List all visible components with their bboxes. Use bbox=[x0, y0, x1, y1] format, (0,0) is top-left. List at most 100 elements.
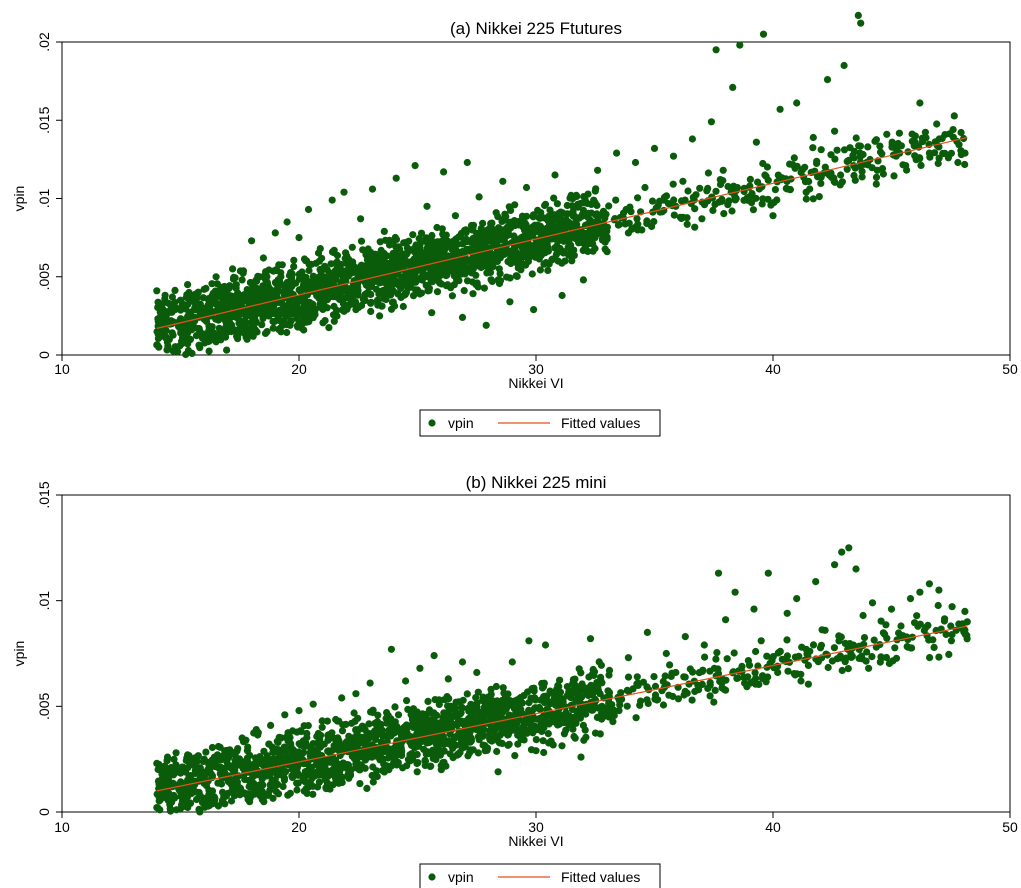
data-point bbox=[239, 325, 247, 333]
data-point bbox=[367, 307, 375, 315]
data-point bbox=[177, 315, 185, 323]
data-point bbox=[225, 754, 233, 762]
data-point bbox=[281, 711, 289, 719]
data-point bbox=[809, 641, 818, 649]
data-point bbox=[277, 328, 285, 336]
data-point bbox=[201, 308, 209, 316]
data-point bbox=[748, 190, 756, 198]
data-point bbox=[326, 757, 334, 765]
data-point bbox=[805, 177, 813, 186]
data-point bbox=[617, 689, 625, 697]
data-point bbox=[311, 748, 319, 756]
data-point bbox=[764, 176, 772, 184]
data-point bbox=[417, 229, 426, 237]
data-point bbox=[482, 321, 490, 329]
data-point bbox=[177, 792, 185, 800]
data-point bbox=[230, 792, 239, 800]
data-point bbox=[378, 302, 386, 310]
data-point bbox=[872, 180, 880, 188]
data-point bbox=[624, 229, 633, 237]
data-point bbox=[516, 698, 524, 706]
data-point bbox=[377, 738, 385, 746]
data-point bbox=[610, 706, 618, 714]
data-point bbox=[634, 194, 642, 202]
data-point bbox=[429, 278, 437, 286]
data-point bbox=[851, 176, 859, 184]
data-point bbox=[451, 212, 459, 220]
data-point bbox=[963, 631, 971, 640]
data-point bbox=[544, 730, 552, 738]
data-point bbox=[365, 720, 373, 728]
data-point bbox=[579, 721, 588, 730]
data-point bbox=[185, 752, 193, 760]
data-point bbox=[546, 206, 554, 214]
data-point bbox=[413, 750, 421, 759]
data-point bbox=[216, 329, 224, 337]
data-point bbox=[508, 658, 516, 666]
data-point bbox=[314, 249, 323, 257]
data-point bbox=[486, 727, 494, 735]
data-point bbox=[714, 669, 723, 678]
data-point bbox=[586, 635, 595, 643]
data-point bbox=[303, 734, 311, 742]
data-point bbox=[771, 186, 780, 194]
data-point bbox=[161, 762, 169, 770]
data-point bbox=[631, 158, 640, 167]
data-point bbox=[254, 787, 262, 795]
data-point bbox=[961, 607, 969, 616]
data-point bbox=[438, 225, 446, 233]
data-point bbox=[338, 748, 346, 757]
data-point bbox=[498, 739, 506, 748]
chart-title: (b) Nikkei 225 mini bbox=[466, 473, 607, 492]
data-point bbox=[600, 213, 609, 221]
data-point bbox=[328, 766, 336, 774]
data-point bbox=[440, 261, 448, 269]
data-point bbox=[278, 306, 286, 314]
data-point bbox=[645, 686, 653, 694]
data-point bbox=[461, 226, 469, 234]
data-point bbox=[253, 328, 261, 336]
legend-label-fitted: Fitted values bbox=[561, 869, 640, 885]
data-point bbox=[171, 306, 179, 314]
data-point bbox=[842, 654, 850, 662]
data-point bbox=[878, 150, 886, 158]
data-point bbox=[544, 266, 552, 275]
data-point bbox=[804, 680, 813, 688]
data-point bbox=[367, 299, 375, 307]
data-point bbox=[445, 695, 453, 703]
data-point bbox=[264, 790, 272, 798]
data-point bbox=[815, 193, 823, 201]
data-point bbox=[916, 99, 924, 107]
data-point bbox=[783, 636, 791, 644]
data-point bbox=[864, 143, 872, 151]
data-point bbox=[532, 736, 540, 744]
data-point bbox=[718, 195, 726, 203]
data-point bbox=[332, 744, 341, 753]
data-point bbox=[680, 673, 688, 681]
data-point bbox=[710, 698, 718, 706]
data-point bbox=[654, 696, 662, 704]
data-point bbox=[368, 185, 377, 193]
data-point bbox=[797, 168, 805, 176]
data-point bbox=[577, 693, 586, 701]
data-point bbox=[256, 781, 264, 789]
data-point bbox=[225, 285, 233, 293]
data-point bbox=[817, 179, 825, 187]
data-point bbox=[472, 694, 480, 702]
data-point bbox=[199, 294, 207, 302]
data-point bbox=[752, 674, 760, 682]
data-point bbox=[394, 711, 403, 719]
data-point bbox=[290, 256, 298, 264]
data-point bbox=[563, 683, 572, 691]
data-point bbox=[304, 767, 312, 775]
data-point bbox=[315, 778, 323, 786]
x-tick-label: 30 bbox=[528, 819, 544, 835]
data-point bbox=[260, 798, 268, 806]
data-point bbox=[548, 256, 556, 264]
data-point bbox=[520, 736, 528, 744]
data-point bbox=[186, 335, 194, 343]
data-point bbox=[269, 324, 277, 332]
data-point bbox=[688, 135, 697, 143]
data-point bbox=[916, 620, 924, 628]
data-point bbox=[921, 128, 930, 136]
